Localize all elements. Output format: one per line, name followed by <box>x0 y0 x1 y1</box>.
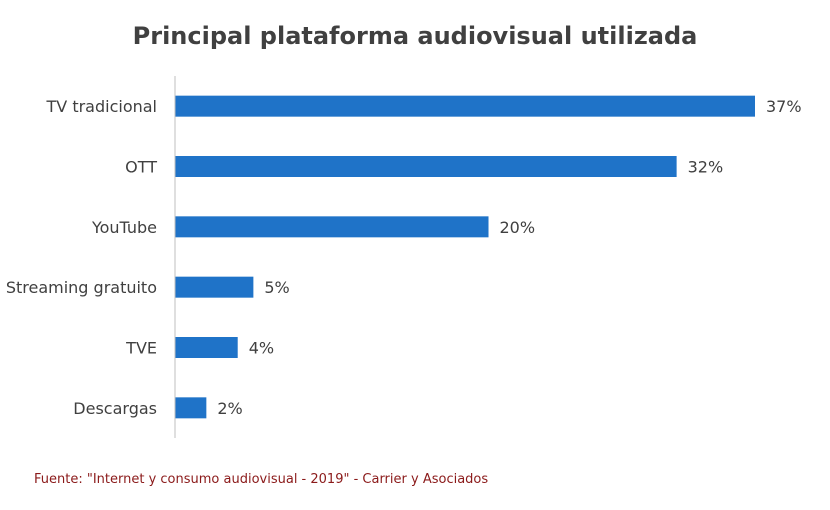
category-label: Descargas <box>73 399 157 418</box>
category-label: OTT <box>125 158 157 177</box>
bars: TV tradicional 37% OTT 32% YouTube 20% Streami… <box>6 95 802 419</box>
data-label: 5% <box>264 278 289 297</box>
bar <box>175 397 207 419</box>
category-label: YouTube <box>91 218 157 237</box>
bar <box>175 216 489 238</box>
bar <box>175 95 755 117</box>
category-label: Streaming gratuito <box>6 278 157 297</box>
data-label: 20% <box>500 218 536 237</box>
category-label: TVE <box>125 339 157 358</box>
data-label: 37% <box>766 97 802 116</box>
bar <box>175 156 677 177</box>
bar <box>175 337 238 358</box>
data-label: 32% <box>688 158 724 177</box>
data-label: 4% <box>249 339 274 358</box>
source-note: Fuente: "Internet y consumo audiovisual … <box>34 472 488 487</box>
chart-title: Principal plataforma audiovisual utiliza… <box>133 22 698 50</box>
category-label: TV tradicional <box>46 97 157 116</box>
bar <box>175 276 254 298</box>
data-label: 2% <box>217 399 242 418</box>
